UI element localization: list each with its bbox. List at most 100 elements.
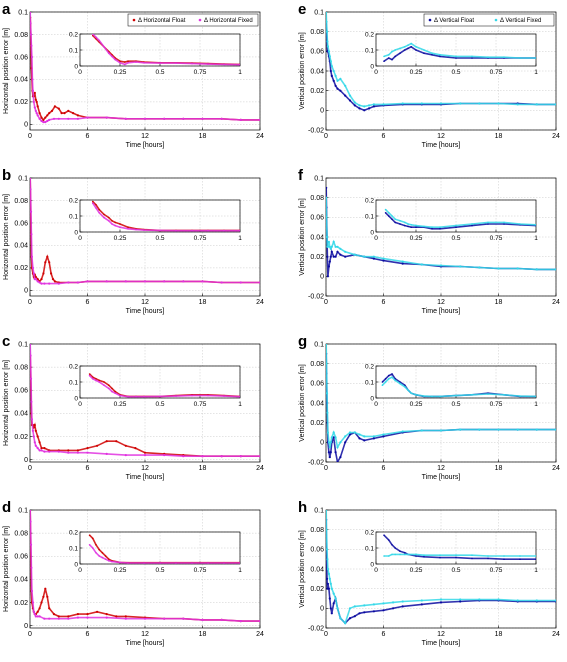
legend-box <box>127 13 259 27</box>
main-data-point <box>358 104 361 107</box>
main-data-point <box>67 109 70 112</box>
main-data-point <box>332 592 335 595</box>
main-axis-x-tick-label: 12 <box>141 299 149 306</box>
main-data-point <box>420 102 423 105</box>
inset-data <box>381 372 536 398</box>
main-data-point <box>336 79 339 82</box>
main-data-point <box>32 435 35 438</box>
main-data-point <box>344 84 347 87</box>
inset-series-line <box>383 534 536 560</box>
inset-data-point <box>384 381 387 383</box>
main-axis-y-tick-label: 0.02 <box>14 265 28 272</box>
inset-data-point <box>388 539 390 541</box>
inset-axis-y-tick-label: 0.2 <box>69 529 78 536</box>
inset-data-point <box>388 555 390 557</box>
inset-data-point <box>127 228 129 230</box>
legend: Δ Horizontal Float Δ Horizontal Fixed <box>127 13 259 27</box>
main-data-point <box>67 451 70 454</box>
inset-data-point <box>143 62 145 64</box>
main-data-point <box>258 455 260 458</box>
main-data-point <box>32 100 35 103</box>
main-data-point <box>372 105 375 108</box>
main-axis-y-tick-label: 0 <box>320 274 324 281</box>
main-data-point <box>35 100 38 103</box>
main-data-point <box>38 281 41 284</box>
inset-data-point <box>381 381 384 383</box>
main-data-point <box>363 105 366 108</box>
inset-data-point <box>423 556 425 558</box>
main-data <box>326 510 556 625</box>
inset-data-point <box>407 225 409 228</box>
inset-data-point <box>381 384 384 387</box>
main-data-point <box>86 613 89 616</box>
inset-data-point <box>114 58 116 61</box>
main-axis-y-tick-label: 0.08 <box>14 198 28 205</box>
main-axis-x-tick-label: 24 <box>256 133 264 140</box>
inset-series-2 <box>88 374 240 398</box>
inset-data-point <box>223 229 225 232</box>
main-data-point <box>60 112 63 115</box>
inset-data-point <box>92 378 94 380</box>
main-data-point <box>67 617 70 620</box>
inset-plot: 0 0.25 0.5 0.75 1 0 0.1 0.2 <box>69 31 242 76</box>
inset-data-point <box>394 379 397 382</box>
inset-data-point <box>159 395 161 398</box>
inset-data-point <box>98 379 100 382</box>
inset-data-point <box>159 62 161 64</box>
inset-data-point <box>431 395 433 398</box>
main-data-point <box>36 280 39 283</box>
main-data-point <box>497 267 500 270</box>
main-data-point <box>67 281 70 284</box>
main-data-point <box>44 261 47 264</box>
main-data-point <box>46 255 49 258</box>
main-data-point <box>31 89 34 92</box>
inset-series-2 <box>92 202 240 232</box>
main-series-line <box>30 510 260 622</box>
main-data-point <box>326 344 328 346</box>
inset-data-point <box>423 225 425 228</box>
main-data-point <box>42 272 45 275</box>
inset-data-point <box>103 381 105 383</box>
inset-data-point <box>143 395 145 398</box>
main-data-point <box>332 255 335 258</box>
main-axis-x-tick-label: 12 <box>141 465 149 472</box>
inset-plot: 0 0.25 0.5 0.75 1 0 0.1 0.2 <box>365 529 538 574</box>
inset-axis-x-tick-label: 0.5 <box>155 401 164 408</box>
inset-data-point <box>394 221 397 224</box>
main-data-point <box>124 617 127 620</box>
y-axis-label: Vertical position error [m] <box>299 364 306 441</box>
main-data-point <box>46 595 49 598</box>
main-axis-y-tick-label: 0.1 <box>314 9 324 16</box>
main-data-point <box>43 447 46 450</box>
main-axis-y-tick-label: 0.04 <box>14 243 28 250</box>
main-data-point <box>336 607 339 610</box>
main-axis-y-tick-label: 0.04 <box>310 68 324 75</box>
main-data-point <box>33 106 36 109</box>
legend-marker <box>198 18 202 22</box>
main-data-point <box>401 430 404 433</box>
main-data-point <box>363 611 366 614</box>
inset-data-point <box>92 200 94 203</box>
main-data-point <box>34 109 37 112</box>
inset-axis-x-tick-label: 0.75 <box>194 235 207 242</box>
main-data-point <box>326 548 329 551</box>
inset-axis-frame <box>79 199 241 233</box>
main-axis-y-tick-label: 0.1 <box>18 175 28 182</box>
x-axis-label: Time [hours] <box>422 640 461 647</box>
inset-axis-x-tick-label: 0.5 <box>451 567 460 574</box>
main-data-point <box>34 444 37 447</box>
inset-data-point <box>439 55 441 58</box>
inset-data-point <box>455 57 457 59</box>
inset-data-point <box>487 555 489 557</box>
main-data-point <box>57 450 60 453</box>
main-data-point <box>372 610 375 613</box>
inset-axis-x-tick-label: 1 <box>238 69 242 76</box>
main-data-point <box>344 441 347 444</box>
main-data-point <box>44 121 47 124</box>
y-axis-label: Vertical position error [m] <box>299 530 306 607</box>
inset-data-point <box>101 552 104 554</box>
main-data-point <box>34 98 37 101</box>
inset-data-point <box>471 557 473 560</box>
main-axis-y-tick-label: -0.02 <box>308 127 324 134</box>
